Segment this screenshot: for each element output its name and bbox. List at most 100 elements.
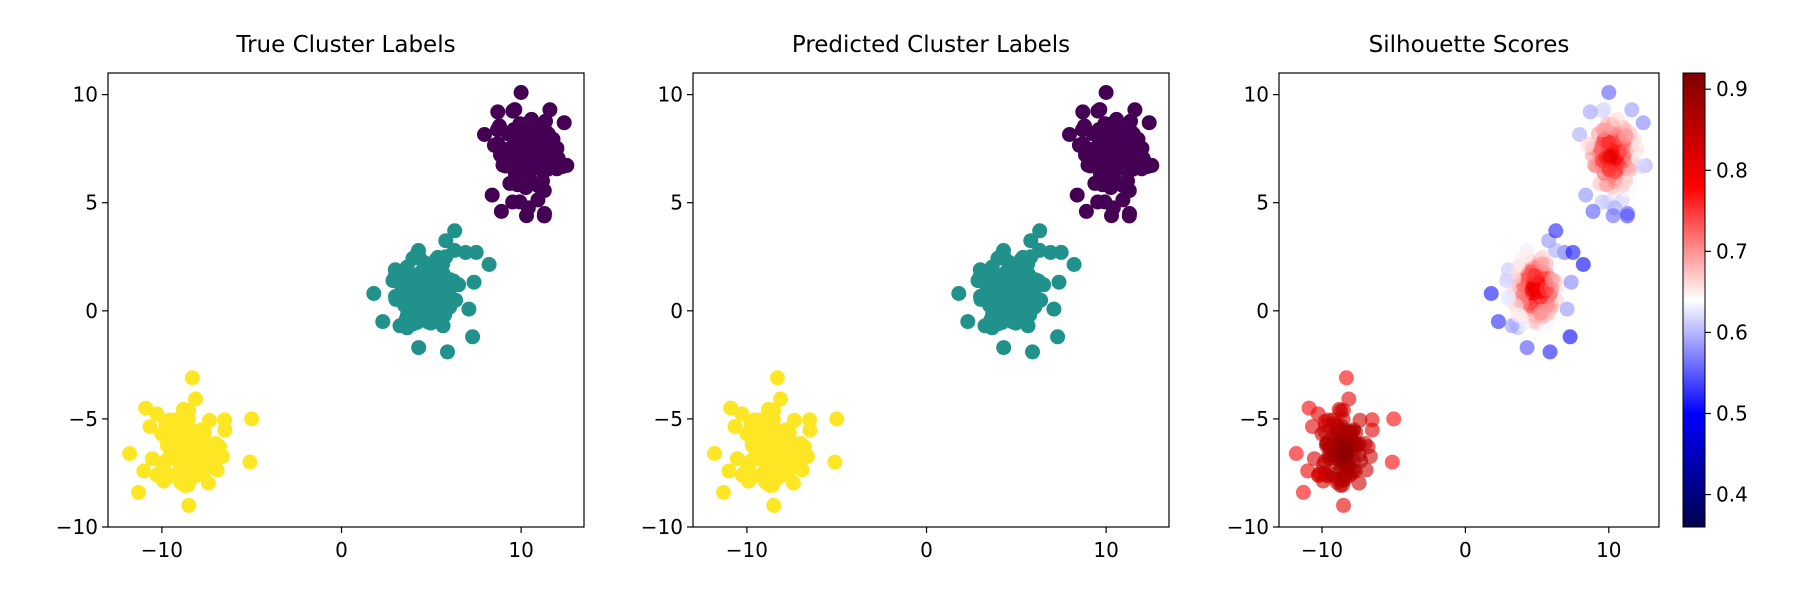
y-tick-label: −10 [641, 515, 683, 539]
scatter-point [729, 451, 745, 467]
scatter-point [399, 259, 415, 275]
scatter-point [1317, 424, 1333, 440]
scatter-point [542, 102, 558, 118]
scatter-point [1331, 401, 1347, 417]
scatter-point [466, 274, 482, 290]
scatter-point [951, 286, 967, 301]
scatter-point [1109, 111, 1124, 127]
scatter-point [505, 103, 521, 119]
scatter-point [1572, 127, 1588, 142]
scatter-point [461, 301, 477, 317]
scatter-point [1605, 208, 1621, 224]
scatter-point [1341, 391, 1357, 407]
scatter-point [1288, 446, 1304, 461]
scatter-point [1078, 203, 1094, 219]
scatter-point [1025, 344, 1040, 360]
axes-frame [1278, 72, 1660, 528]
scatter-point [774, 425, 790, 441]
scatter-point [458, 245, 474, 260]
scatter-point [1620, 206, 1635, 221]
scatter-point [1336, 448, 1352, 464]
y-tick-label: −5 [1240, 407, 1269, 431]
scatter-point [1014, 256, 1030, 272]
scatter-point [1517, 247, 1533, 263]
scatter-point [743, 424, 759, 440]
scatter-point [1342, 425, 1358, 441]
scatter-point [1559, 301, 1575, 317]
scatter-point [366, 286, 382, 301]
scatter-point [773, 391, 788, 407]
scatter-point [1098, 134, 1114, 150]
x-tick-label: 0 [335, 538, 348, 562]
scatter-point [1364, 412, 1380, 428]
scatter-point [1012, 305, 1028, 321]
scatter-point [1027, 272, 1043, 288]
colorbar-tick-label: 0.5 [1716, 402, 1748, 426]
scatter-point [429, 256, 445, 272]
scatter-point [973, 289, 988, 304]
scatter-point [1534, 256, 1550, 272]
scatter-point [144, 451, 160, 467]
scatter-point [1386, 411, 1402, 427]
scatter-point [723, 400, 739, 416]
scatter-point [409, 247, 425, 263]
panel-predicted-labels: Predicted Cluster Labels −10 0 10 −10 −5 0 5 10 [641, 32, 1170, 562]
axes-frame [107, 72, 585, 528]
scatter-point [163, 440, 179, 455]
scatter-point [420, 268, 436, 284]
scatter-point [1542, 344, 1558, 360]
scatter-point [534, 128, 550, 143]
y-tick-label: 5 [1256, 191, 1269, 215]
scatter-point [1032, 242, 1047, 258]
scatter-point [142, 419, 158, 435]
scatter-point [1053, 244, 1069, 260]
scatter-point [1091, 122, 1107, 138]
scatter-point [786, 447, 802, 463]
points-layer [1288, 85, 1653, 513]
scatter-point [1384, 454, 1400, 470]
scatter-point [442, 272, 458, 288]
scatter-point [555, 159, 571, 174]
scatter-point [1043, 245, 1059, 260]
scatter-point [1501, 289, 1516, 304]
scatter-point [1321, 440, 1337, 455]
scatter-point [490, 104, 506, 120]
scatter-point [797, 439, 812, 455]
axis-ticks: −10 0 10 −10 −5 0 5 10 [56, 83, 534, 562]
scatter-point [761, 436, 777, 451]
scatter-point [802, 412, 818, 428]
scatter-point [727, 419, 743, 435]
scatter-point [506, 122, 522, 138]
scatter-point [1306, 451, 1322, 467]
scatter-point [484, 187, 500, 203]
panel-silhouette-scores: Silhouette Scores −10 0 10 −10 −5 0 5 10 [1227, 32, 1660, 562]
scatter-point [766, 468, 781, 484]
scatter-point [1490, 314, 1506, 330]
x-tick-label: −10 [726, 538, 768, 562]
scatter-point [1595, 122, 1611, 138]
scatter-point [131, 484, 146, 500]
x-tick-label: 10 [1596, 538, 1621, 562]
scatter-point [1099, 148, 1115, 164]
y-tick-label: 10 [1244, 83, 1269, 107]
scatter-point [513, 161, 529, 177]
scatter-point [375, 314, 391, 330]
scatter-point [970, 273, 986, 289]
scatter-point [787, 412, 802, 428]
scatter-point [996, 340, 1012, 356]
y-tick-label: −10 [1227, 515, 1269, 539]
scatter-point [513, 85, 529, 100]
axis-ticks: −10 0 10 −10 −5 0 5 10 [1227, 83, 1622, 562]
scatter-point [1069, 187, 1085, 203]
scatter-point [201, 447, 217, 463]
scatter-point [411, 340, 427, 356]
scatter-point [1098, 161, 1114, 177]
scatter-point [707, 446, 723, 461]
scatter-point [447, 242, 462, 258]
scatter-point [827, 454, 843, 470]
scatter-point [1499, 273, 1514, 289]
scatter-point [1575, 257, 1591, 272]
scatter-point [447, 223, 463, 239]
scatter-point [785, 475, 801, 491]
